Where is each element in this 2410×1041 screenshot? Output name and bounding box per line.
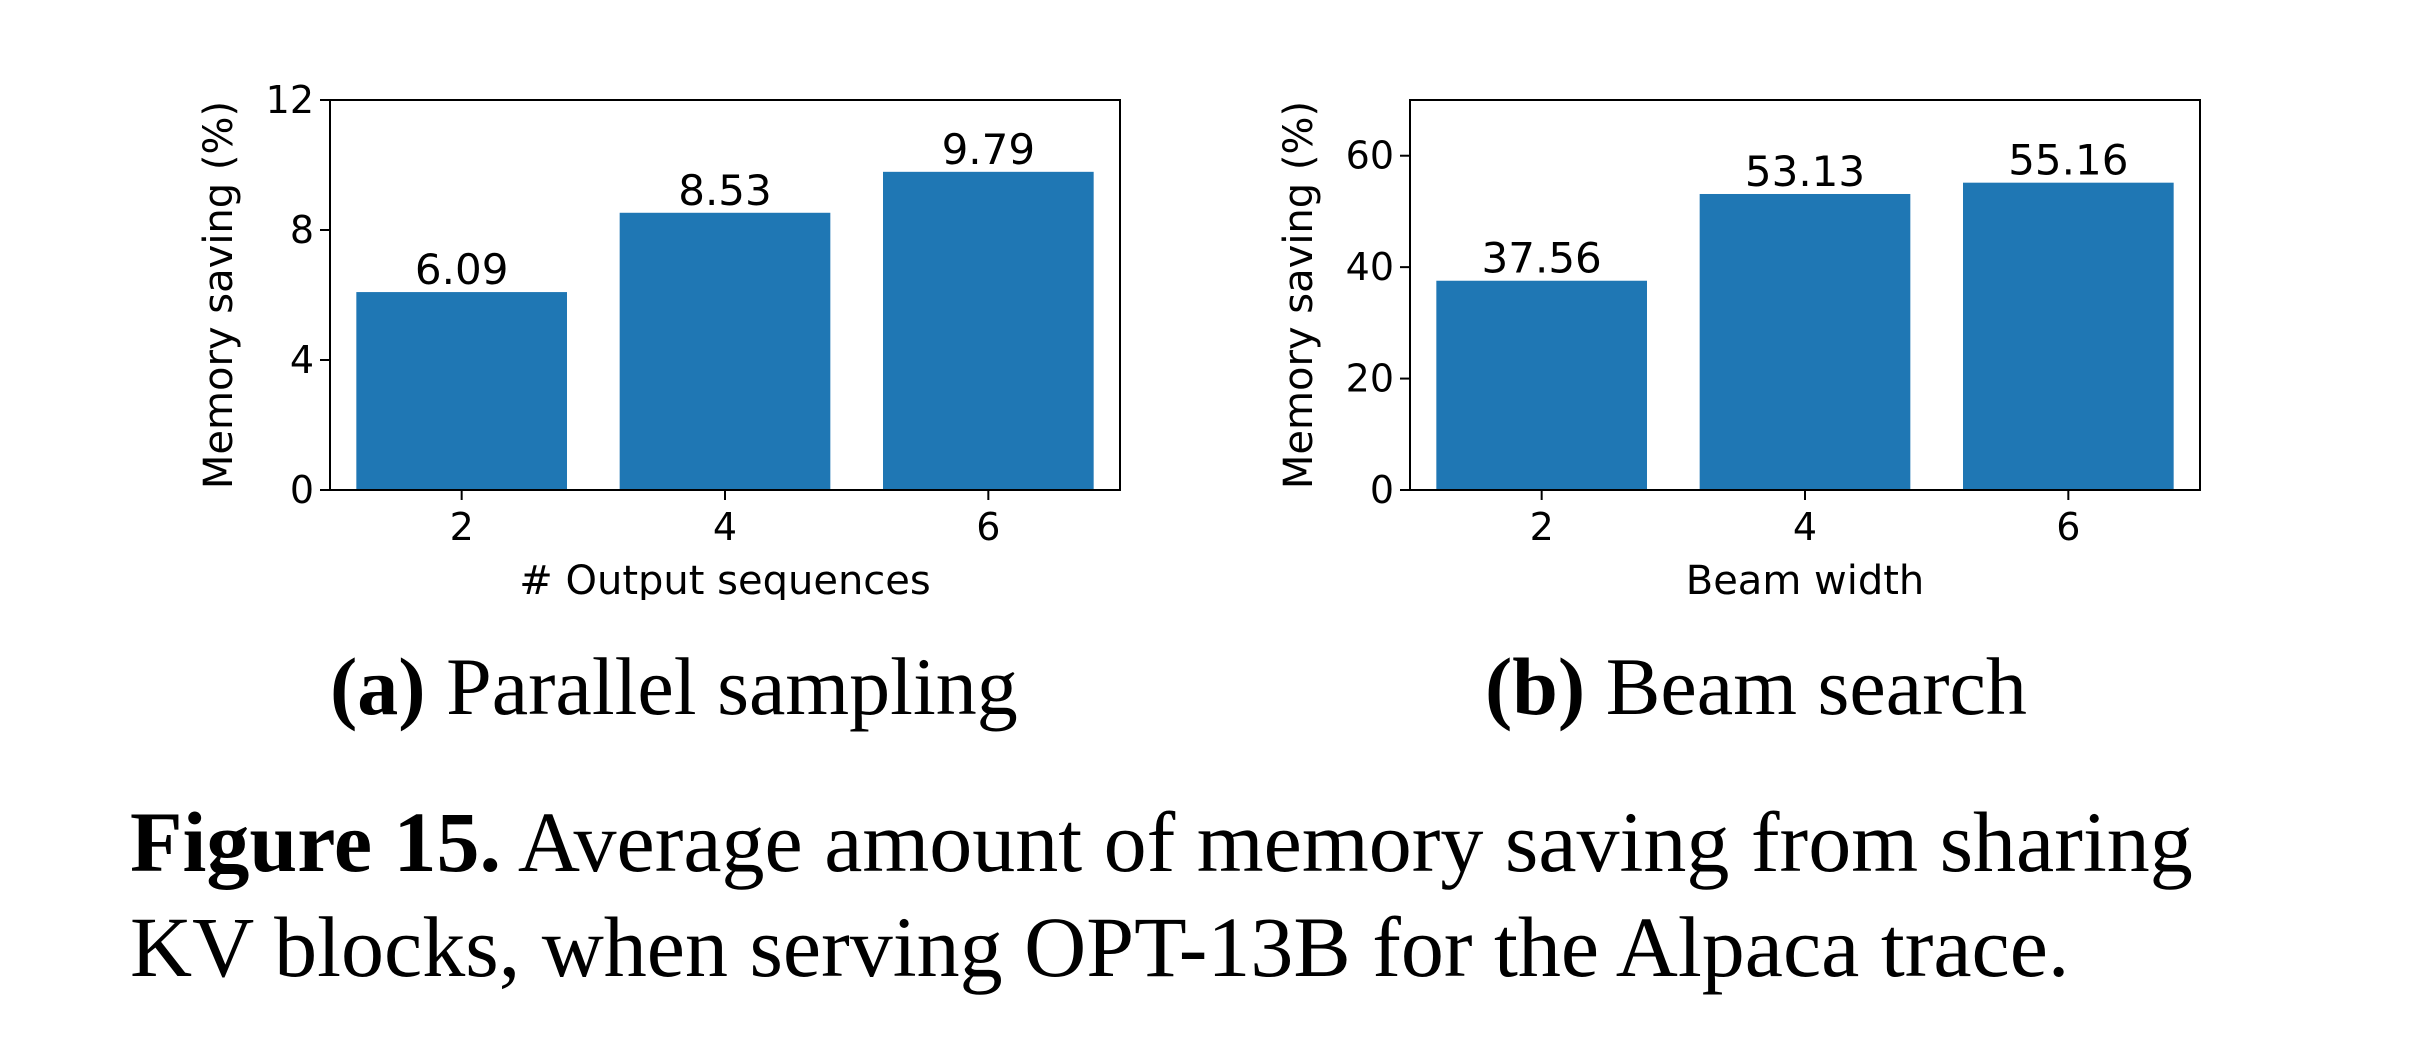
subcaption-a-text: Parallel sampling	[446, 641, 1018, 732]
data-label-2: 6.09	[415, 245, 509, 294]
data-label-4: 8.53	[678, 166, 772, 215]
y-tick-label-0: 0	[290, 468, 314, 512]
bar-4	[1699, 193, 1911, 491]
x-tick-label-4: 4	[1793, 505, 1817, 549]
subcaption-a-label: (a)	[330, 641, 426, 732]
x-axis-label: # Output sequences	[519, 558, 930, 600]
subcaption-a: (a) Parallel sampling	[330, 640, 1018, 734]
figure-caption: Figure 15. Average amount of memory savi…	[130, 790, 2310, 1000]
x-tick-label-2: 2	[1530, 505, 1554, 549]
x-tick-label-4: 4	[713, 505, 737, 549]
y-tick-label-40: 40	[1346, 245, 1394, 289]
y-axis-label: Memory saving (%)	[1276, 101, 1322, 489]
bar-2	[1436, 280, 1647, 490]
bar-6	[883, 171, 1094, 490]
bar-2	[356, 292, 567, 490]
data-label-6: 9.79	[942, 125, 1036, 174]
y-tick-label-0: 0	[1370, 468, 1394, 512]
subcaption-b-text: Beam search	[1605, 641, 2027, 732]
y-tick-label-4: 4	[290, 338, 314, 382]
x-tick-label-2: 2	[450, 505, 474, 549]
y-tick-label-60: 60	[1346, 134, 1394, 178]
bar-6	[1963, 182, 2174, 490]
data-label-2: 37.56	[1482, 234, 1602, 283]
chart-parallel-sampling: 6.09 2 8.53 4 9.79 6 0 4 8 12 # Output sequences Me…	[196, 78, 1121, 600]
y-tick-label-12: 12	[266, 78, 314, 122]
x-tick-label-6: 6	[976, 505, 1000, 549]
plot-frame	[1409, 99, 2201, 491]
y-axis-label: Memory saving (%)	[196, 101, 242, 489]
x-tick-label-6: 6	[2056, 505, 2080, 549]
figure-caption-text: Average amount of memory saving from sha…	[130, 794, 2193, 995]
subcaption-b-label: (b)	[1485, 641, 1586, 732]
subcaption-b: (b) Beam search	[1485, 640, 2027, 734]
x-axis-label: Beam width	[1686, 558, 1925, 600]
plot-frame	[329, 99, 1121, 491]
y-tick-label-8: 8	[290, 208, 314, 252]
y-tick-label-20: 20	[1346, 357, 1394, 401]
figure-caption-label: Figure 15.	[130, 794, 502, 890]
data-label-4: 53.13	[1745, 147, 1865, 196]
bar-4	[619, 212, 831, 490]
data-label-6: 55.16	[2008, 136, 2128, 185]
